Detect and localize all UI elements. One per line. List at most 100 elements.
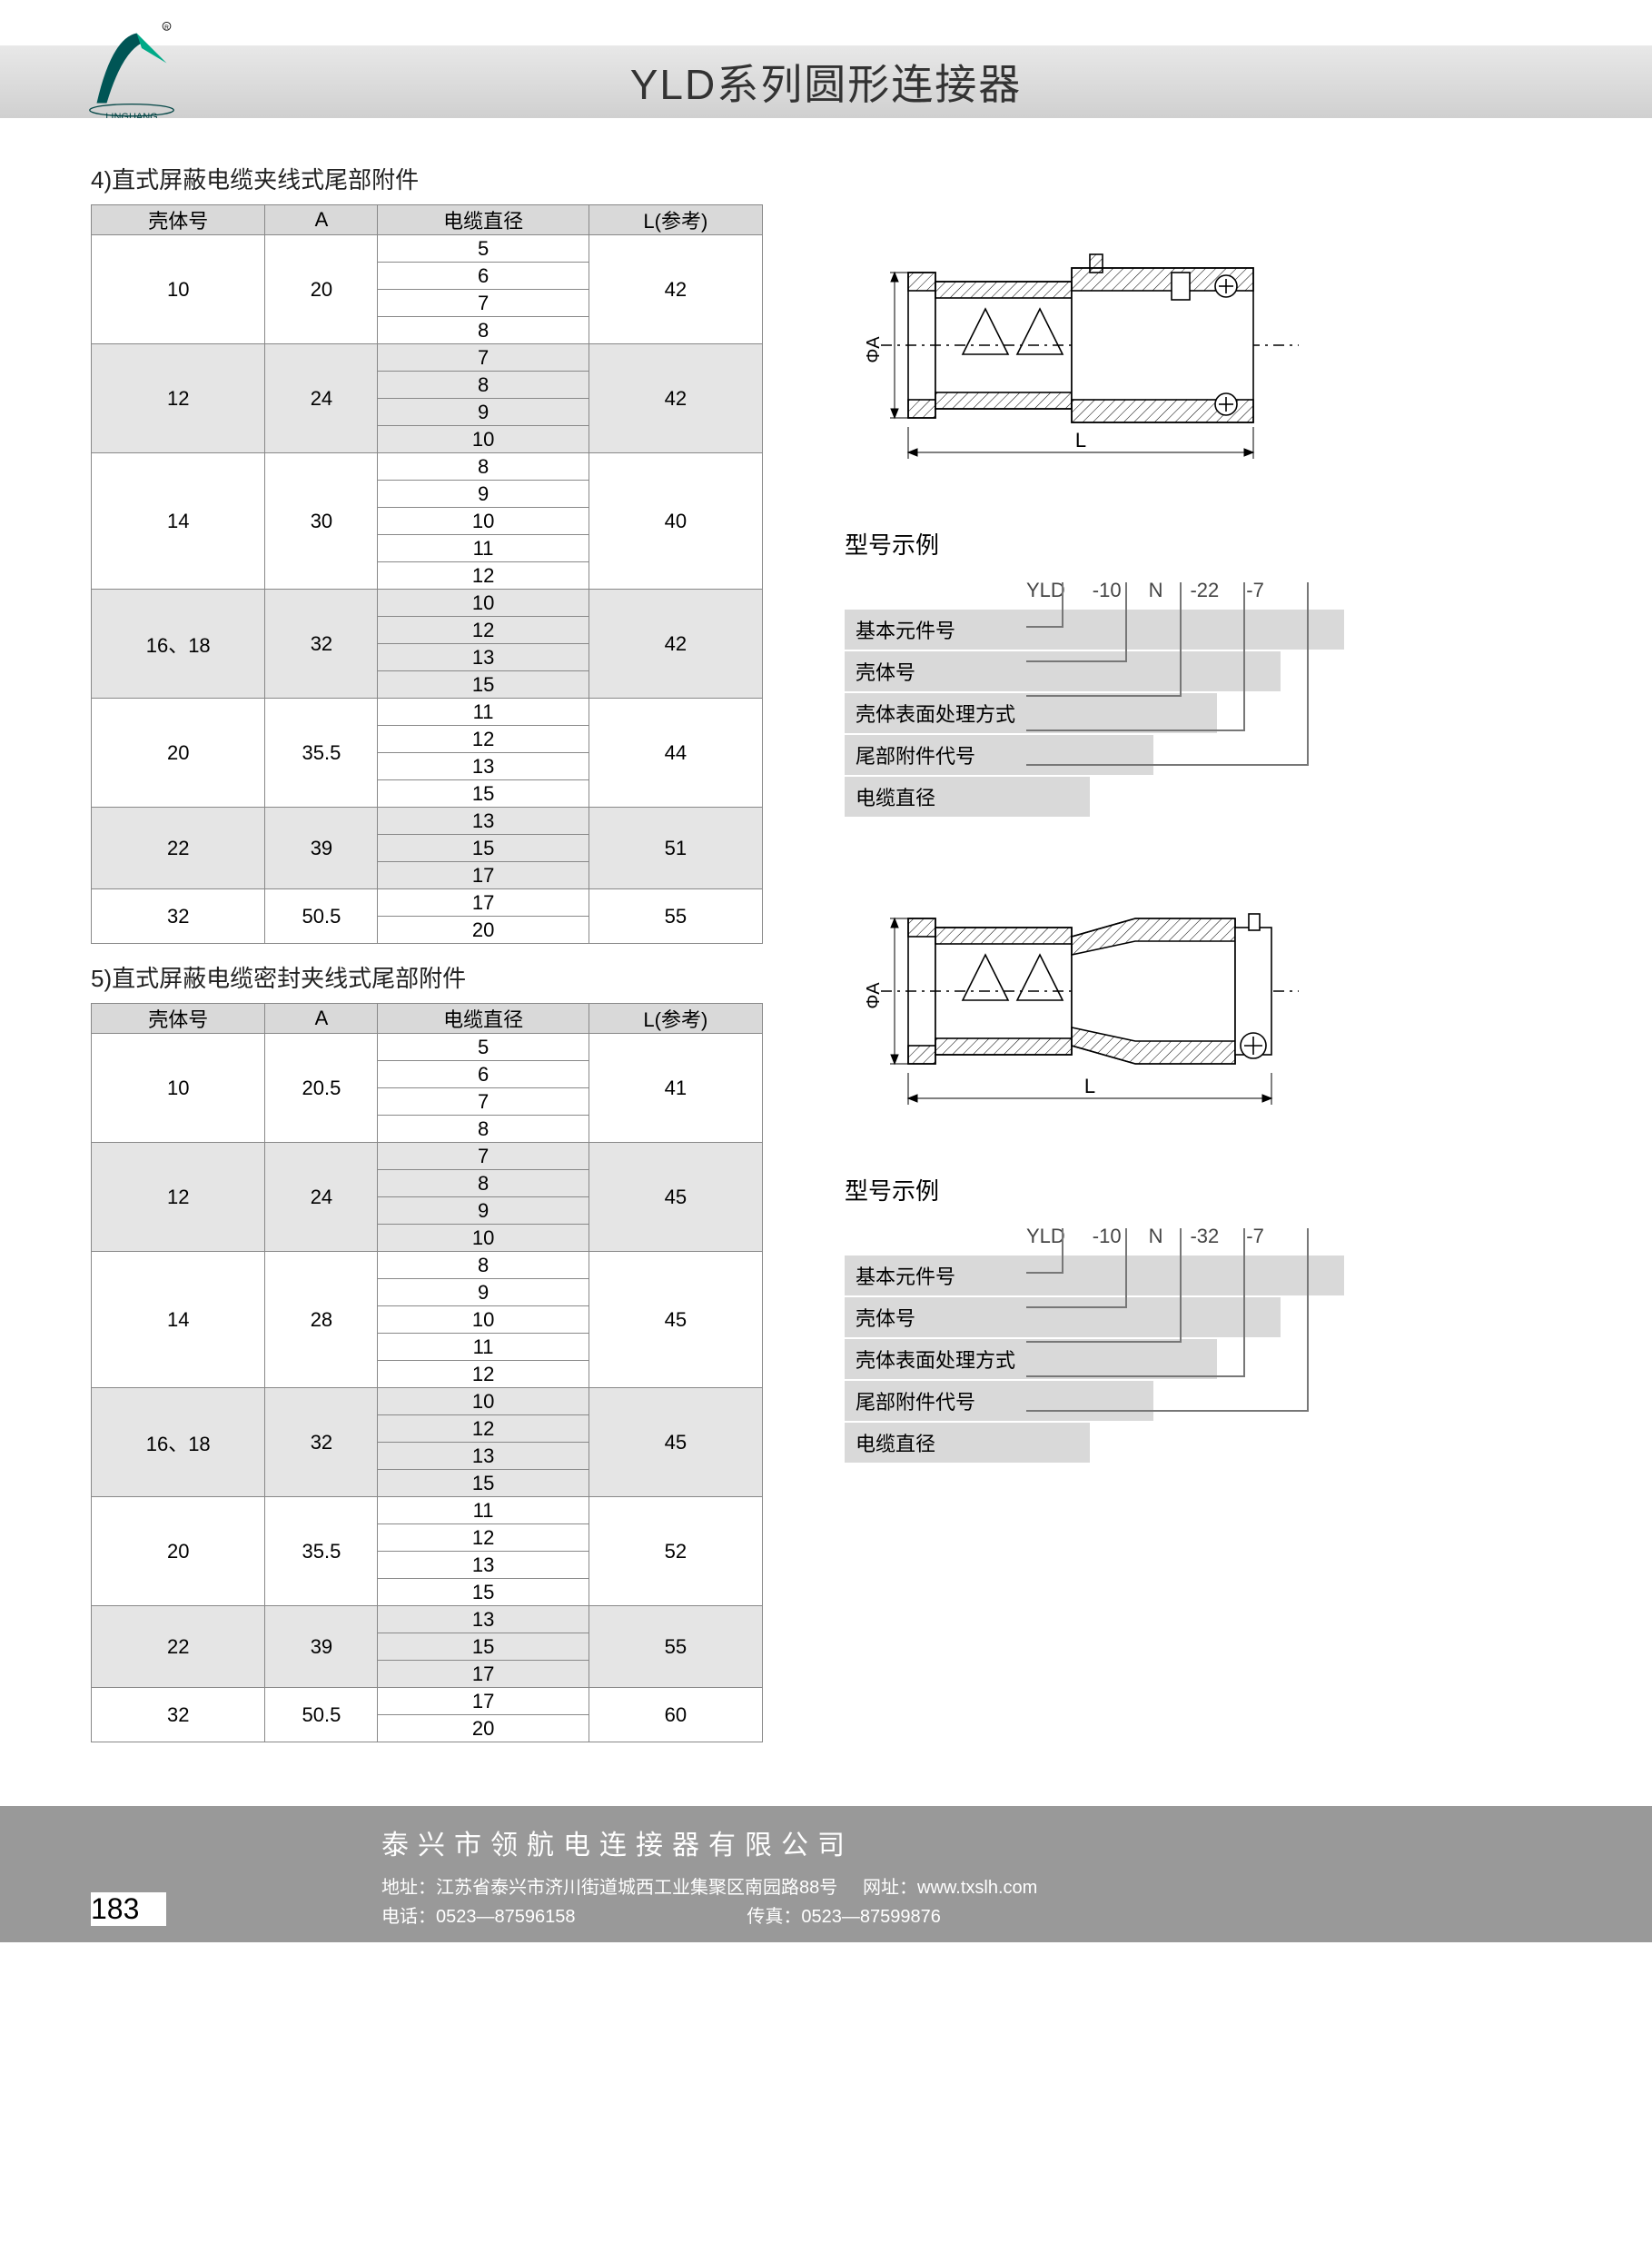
table-row: 16、18321042	[92, 590, 763, 617]
cell-diam: 12	[378, 1415, 589, 1443]
cell-shell: 10	[92, 1034, 265, 1143]
decode-label: 尾部附件代号	[856, 740, 975, 769]
cell-l: 45	[589, 1388, 762, 1497]
cell-shell: 32	[92, 889, 265, 944]
cell-diam: 13	[378, 1606, 589, 1633]
cell-a: 39	[265, 1606, 378, 1688]
cell-l: 51	[589, 808, 762, 889]
cell-diam: 7	[378, 1143, 589, 1170]
cell-diam: 17	[378, 1688, 589, 1715]
cell-diam: 17	[378, 889, 589, 917]
cell-a: 35.5	[265, 1497, 378, 1606]
cell-diam: 12	[378, 562, 589, 590]
cell-diam: 12	[378, 726, 589, 753]
decode-label: 电缆直径	[856, 1428, 935, 1457]
cell-diam: 12	[378, 617, 589, 644]
page-footer: 183 泰兴市领航电连接器有限公司 地址：江苏省泰兴市济川街道城西工业集聚区南园…	[0, 1806, 1652, 1942]
cell-diam: 7	[378, 290, 589, 317]
cell-diam: 11	[378, 1334, 589, 1361]
cell-diam: 15	[378, 1470, 589, 1497]
cell-diam: 10	[378, 508, 589, 535]
technical-drawing-2: ΦA L	[845, 864, 1317, 1136]
cell-diam: 11	[378, 535, 589, 562]
col-header: L(参考)	[589, 1004, 762, 1034]
decode-label: 尾部附件代号	[856, 1386, 975, 1415]
svg-text:ΦA: ΦA	[864, 982, 884, 1009]
cell-diam: 13	[378, 1552, 589, 1579]
cell-shell: 10	[92, 235, 265, 344]
cell-diam: 13	[378, 753, 589, 780]
cell-l: 42	[589, 235, 762, 344]
cell-a: 20.5	[265, 1034, 378, 1143]
cell-a: 32	[265, 1388, 378, 1497]
cell-diam: 9	[378, 1197, 589, 1225]
cell-diam: 12	[378, 1361, 589, 1388]
cell-l: 44	[589, 699, 762, 808]
svg-text:LINGHANG: LINGHANG	[105, 112, 157, 118]
brand-logo: LINGHANG R	[82, 18, 182, 118]
cell-diam: 13	[378, 1443, 589, 1470]
cell-l: 52	[589, 1497, 762, 1606]
cell-diam: 17	[378, 862, 589, 889]
table-row: 3250.51760	[92, 1688, 763, 1715]
cell-a: 24	[265, 344, 378, 453]
cell-diam: 15	[378, 1633, 589, 1661]
cell-l: 60	[589, 1688, 762, 1742]
col-header: A	[265, 1004, 378, 1034]
cell-a: 50.5	[265, 889, 378, 944]
cell-a: 20	[265, 235, 378, 344]
cell-shell: 16、18	[92, 1388, 265, 1497]
page-header: LINGHANG R YLD系列圆形连接器	[0, 45, 1652, 118]
cell-diam: 5	[378, 235, 589, 263]
cell-diam: 9	[378, 481, 589, 508]
cell-shell: 22	[92, 808, 265, 889]
cell-diam: 17	[378, 1661, 589, 1688]
cell-diam: 10	[378, 1225, 589, 1252]
table-row: 1020542	[92, 235, 763, 263]
decode-label: 基本元件号	[856, 1261, 955, 1290]
cell-diam: 15	[378, 835, 589, 862]
svg-text:R: R	[164, 25, 169, 31]
cell-diam: 8	[378, 372, 589, 399]
table-row: 2035.51152	[92, 1497, 763, 1524]
table-row: 1428845	[92, 1252, 763, 1279]
footer-phone: 电话：0523—87596158	[381, 1907, 575, 1927]
footer-company: 泰兴市领航电连接器有限公司	[381, 1824, 1652, 1868]
cell-diam: 8	[378, 1252, 589, 1279]
cell-diam: 10	[378, 590, 589, 617]
decode-label: 壳体表面处理方式	[856, 699, 1015, 728]
footer-website: 网址：www.txslh.com	[863, 1878, 1037, 1898]
page-title: YLD系列圆形连接器	[630, 52, 1022, 112]
svg-text:ΦA: ΦA	[864, 336, 884, 363]
cell-diam: 6	[378, 1061, 589, 1088]
col-header: 电缆直径	[378, 205, 589, 235]
col-header: 壳体号	[92, 1004, 265, 1034]
cell-l: 45	[589, 1143, 762, 1252]
cell-diam: 10	[378, 1388, 589, 1415]
cell-l: 45	[589, 1252, 762, 1388]
cell-diam: 11	[378, 699, 589, 726]
cell-shell: 14	[92, 453, 265, 590]
bracket-diagram	[1026, 582, 1353, 791]
table-row: 1430840	[92, 453, 763, 481]
cell-diam: 8	[378, 317, 589, 344]
decode-label: 电缆直径	[856, 782, 935, 811]
svg-text:L: L	[1084, 1075, 1095, 1097]
table-row: 22391355	[92, 1606, 763, 1633]
cell-diam: 10	[378, 426, 589, 453]
cell-diam: 7	[378, 344, 589, 372]
cell-l: 42	[589, 344, 762, 453]
cell-a: 32	[265, 590, 378, 699]
decode-label: 壳体表面处理方式	[856, 1345, 1015, 1374]
model-example-1-heading: 型号示例	[845, 527, 1561, 561]
page-number: 183	[91, 1892, 166, 1926]
col-header: L(参考)	[589, 205, 762, 235]
section4-title: 4)直式屏蔽电缆夹线式尾部附件	[91, 162, 763, 195]
cell-l: 41	[589, 1034, 762, 1143]
cell-shell: 20	[92, 1497, 265, 1606]
decode-label: 基本元件号	[856, 615, 955, 644]
table-row: 1224745	[92, 1143, 763, 1170]
cell-a: 28	[265, 1252, 378, 1388]
cell-shell: 12	[92, 1143, 265, 1252]
cell-diam: 11	[378, 1497, 589, 1524]
